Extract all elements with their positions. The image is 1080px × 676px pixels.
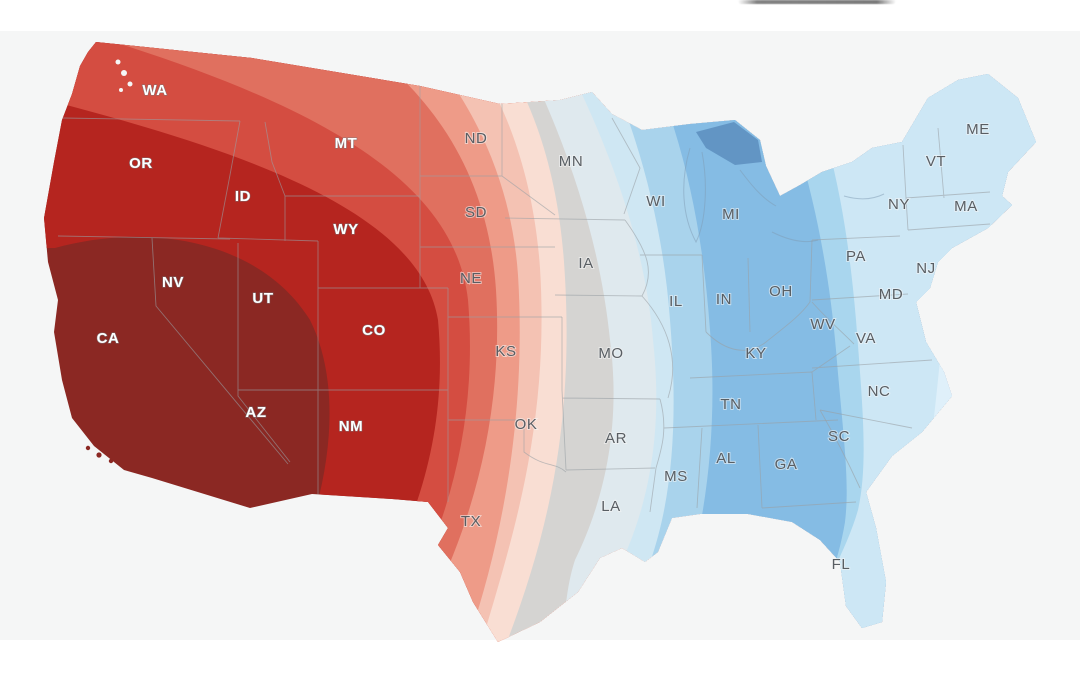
state-label-ga: GA [775, 456, 798, 473]
state-label-vt: VT [926, 153, 946, 170]
state-label-or: OR [129, 155, 153, 172]
state-label-ky: KY [745, 345, 766, 362]
lake-superior-cool-patch [696, 122, 762, 165]
state-label-md: MD [879, 286, 904, 303]
state-label-nd: ND [465, 130, 488, 147]
state-label-wy: WY [333, 221, 358, 238]
state-label-fl: FL [832, 556, 851, 573]
state-label-ms: MS [664, 468, 688, 485]
channel-islands [85, 445, 114, 464]
state-label-il: IL [669, 293, 683, 310]
puget-sound-inlets [115, 59, 133, 92]
state-label-wv: WV [810, 316, 835, 333]
state-label-mn: MN [559, 153, 584, 170]
state-label-az: AZ [245, 404, 266, 421]
state-label-ia: IA [578, 255, 593, 272]
state-label-nm: NM [339, 418, 364, 435]
state-label-tx: TX [461, 513, 481, 530]
state-label-ok: OK [515, 416, 538, 433]
state-label-ca: CA [97, 330, 120, 347]
state-label-ny: NY [888, 196, 910, 213]
state-label-nc: NC [868, 383, 891, 400]
state-label-ks: KS [495, 343, 516, 360]
state-label-nv: NV [162, 274, 184, 291]
state-labels: WA OR ID MT WY NV UT CO CA AZ NM ND SD NE KS OK TX MN IA MO… [96, 81, 990, 574]
state-label-tn: TN [720, 396, 741, 413]
state-label-sd: SD [465, 204, 487, 221]
state-label-in: IN [716, 291, 732, 308]
state-label-me: ME [966, 121, 990, 138]
state-label-la: LA [601, 498, 621, 515]
state-label-va: VA [856, 330, 876, 347]
state-label-pa: PA [846, 248, 866, 265]
state-label-sc: SC [828, 428, 850, 445]
state-label-wa: WA [142, 82, 167, 99]
state-label-ut: UT [252, 290, 273, 307]
state-label-mi: MI [722, 206, 740, 223]
great-lakes-outlines [683, 147, 885, 244]
state-label-nj: NJ [916, 260, 936, 277]
state-label-ma: MA [954, 198, 978, 215]
state-borders [57, 86, 991, 513]
state-label-oh: OH [769, 283, 793, 300]
state-label-mt: MT [335, 135, 358, 152]
state-label-wi: WI [646, 193, 666, 210]
state-label-mo: MO [598, 345, 623, 362]
state-label-ne: NE [460, 270, 482, 287]
cropped-top-bar [738, 0, 896, 4]
state-label-co: CO [362, 322, 386, 339]
state-label-ar: AR [605, 430, 627, 447]
state-label-al: AL [716, 450, 736, 467]
state-label-id: ID [235, 188, 251, 205]
